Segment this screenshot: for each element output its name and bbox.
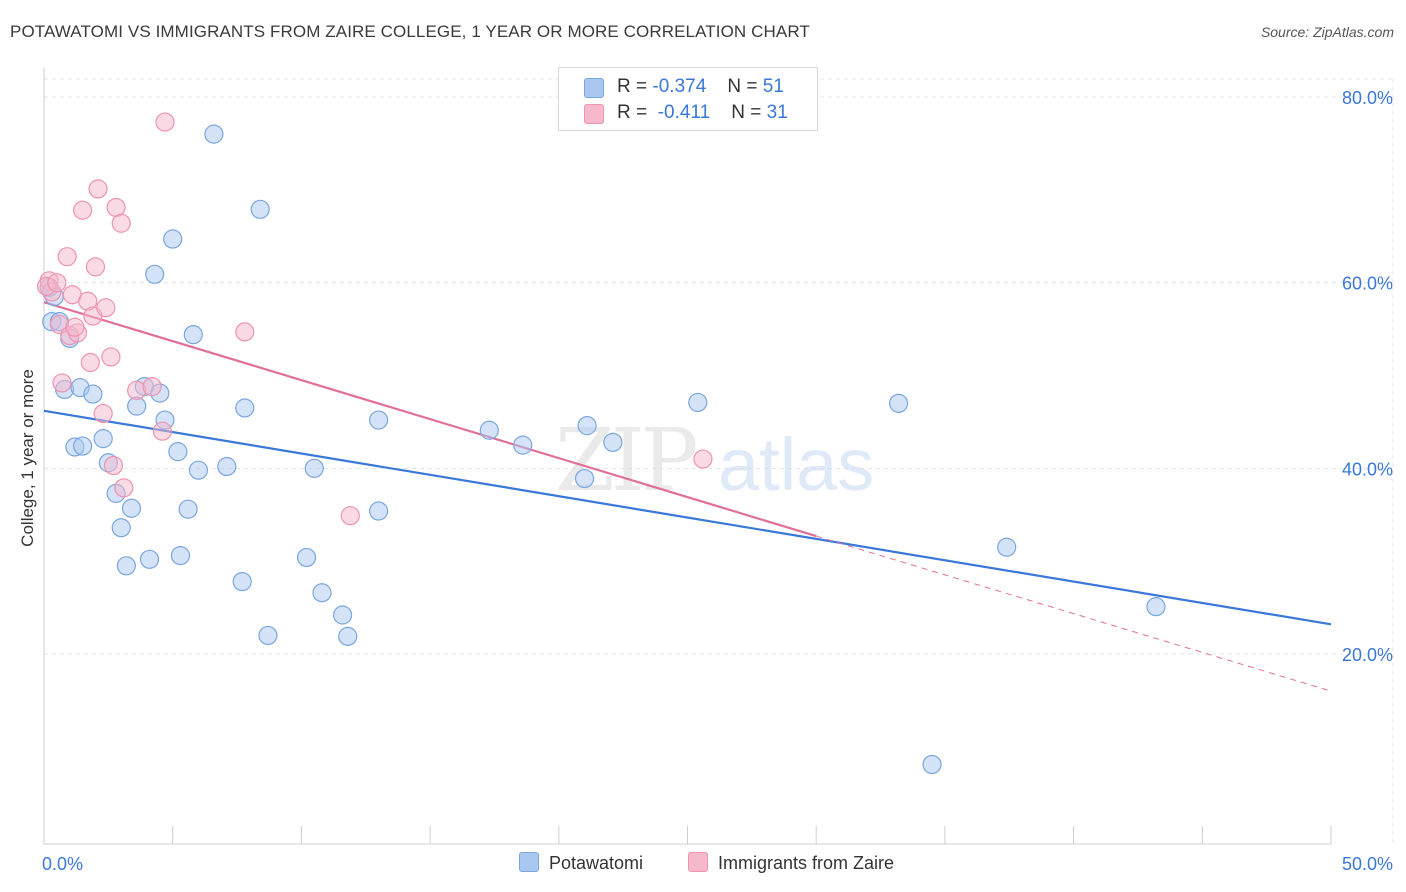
legend-r-value: -0.374 [652,76,707,97]
trend-lines [43,301,1332,692]
legend-r-value: -0.411 [657,102,711,123]
data-points [36,112,1166,775]
point-potawatomi [338,626,358,646]
bottom-legend-label: Potawatomi [549,853,644,873]
point-zaire [52,373,72,393]
watermark-atlas: atlas [718,423,874,506]
point-zaire [152,421,173,441]
point-zaire [93,403,113,424]
x-tick-label: 50.0% [1342,854,1393,874]
point-zaire [142,377,162,397]
point-potawatomi [997,537,1017,557]
bottom-legend-label: Immigrants from Zaire [718,853,895,873]
point-potawatomi [204,124,224,144]
legend-r-label: R = [617,76,648,97]
chart-title: POTAWATOMI VS IMMIGRANTS FROM ZAIRE COLL… [10,22,810,41]
point-potawatomi [232,571,252,592]
point-potawatomi [217,456,237,477]
point-potawatomi [163,229,183,249]
bottom-legend-zaire: Immigrants from Zaire [688,852,894,874]
point-potawatomi [603,432,623,452]
point-zaire [96,298,116,318]
point-zaire [57,247,77,267]
point-zaire [103,455,124,476]
legend: R = -0.374 N = 51 R = -0.411 N = 31 [558,67,818,131]
point-zaire [47,273,67,293]
point-potawatomi [369,410,389,430]
point-potawatomi [116,556,136,576]
point-potawatomi [93,429,113,449]
y-tick-label: 80.0% [1342,88,1393,108]
point-potawatomi [121,498,142,518]
bottom-legend-swatch-blue [519,852,539,872]
legend-n-label: N = [731,102,762,123]
y-tick-label: 20.0% [1342,645,1393,665]
point-zaire [114,478,134,498]
point-potawatomi [479,420,499,440]
point-potawatomi [188,460,209,480]
point-potawatomi [332,605,353,625]
point-potawatomi [574,468,595,489]
legend-n-label: N = [727,76,758,97]
point-potawatomi [168,442,188,462]
point-potawatomi [1146,597,1166,617]
point-zaire [235,322,255,342]
point-zaire [340,506,360,526]
point-potawatomi [250,199,270,219]
point-potawatomi [304,458,324,478]
legend-r-label: R = [617,102,648,123]
source-label: Source: ZipAtlas.com [1260,24,1394,40]
point-zaire [155,112,175,132]
trend-line-zaire-extension [816,535,1332,692]
point-potawatomi [170,545,191,566]
point-potawatomi [111,518,131,538]
bottom-legend-potawatomi: Potawatomi [519,852,643,874]
point-zaire [88,179,108,199]
point-potawatomi [577,416,597,436]
axes [43,68,1394,845]
point-potawatomi [258,625,278,646]
trend-line-potawatomi [43,409,1332,626]
point-potawatomi [235,398,255,418]
point-potawatomi [139,549,160,569]
legend-n-value: 51 [762,76,784,97]
trend-line-zaire [43,301,817,538]
point-potawatomi [83,384,103,404]
point-potawatomi [688,392,708,413]
point-potawatomi [369,501,389,521]
point-zaire [693,449,713,469]
point-potawatomi [183,325,203,345]
point-potawatomi [178,499,198,519]
watermark: ZIP atlas [555,411,874,511]
point-potawatomi [922,754,942,775]
grid-lines [44,78,1393,655]
point-potawatomi [73,436,93,456]
tick-labels: 20.0% 40.0% 60.0% 80.0% 0.0% 50.0% [42,88,1393,874]
y-tick-label: 60.0% [1342,274,1393,294]
point-zaire [73,200,93,220]
point-zaire [101,347,121,367]
y-tick-label: 40.0% [1342,459,1393,479]
legend-swatch-blue [584,78,604,98]
x-tick-label: 0.0% [42,854,83,874]
point-zaire [65,317,85,337]
point-zaire [111,213,131,233]
watermark-zip: ZIP [555,411,696,511]
point-potawatomi [888,393,909,413]
point-potawatomi [312,583,332,603]
legend-n-value: 31 [766,102,788,123]
point-potawatomi [296,547,317,568]
y-axis-label: College, 1 year or more [18,369,37,547]
point-potawatomi [513,435,533,455]
legend-swatch-pink [584,104,604,124]
point-potawatomi [145,264,165,284]
point-zaire [80,352,100,373]
bottom-legend-swatch-pink [688,852,708,872]
point-zaire [85,257,106,277]
